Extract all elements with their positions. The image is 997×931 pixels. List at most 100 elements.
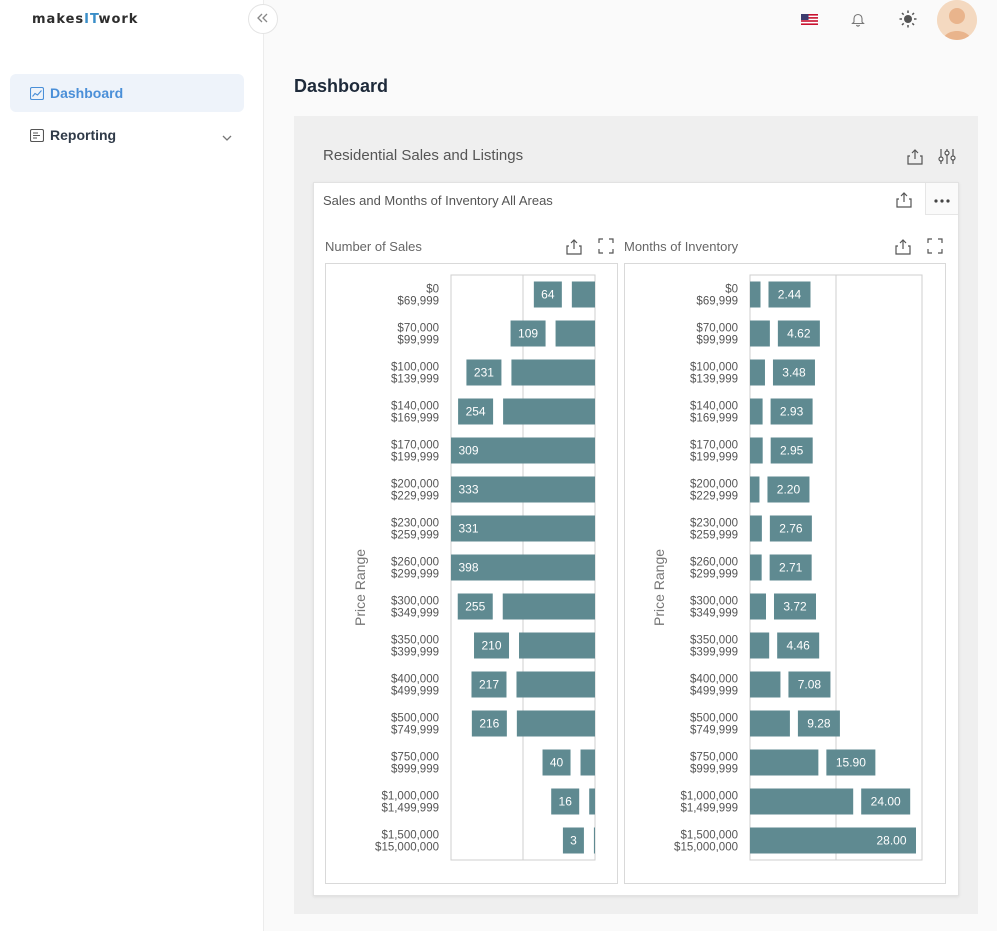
report-icon	[30, 128, 44, 142]
tick-label: $350,000	[690, 635, 738, 647]
app-logo[interactable]: makesITwork	[32, 12, 138, 27]
tick-label: $1,500,000	[680, 830, 738, 842]
data-label: 40	[550, 756, 564, 770]
sidebar-item-label: Reporting	[50, 127, 117, 143]
tick-label: $750,000	[690, 752, 738, 764]
sun-icon[interactable]	[897, 8, 919, 30]
tick-label: $349,999	[391, 608, 439, 620]
data-label-box	[451, 476, 486, 503]
bar	[750, 320, 770, 347]
data-label-box	[777, 632, 820, 659]
avatar[interactable]	[937, 0, 977, 40]
data-label: 28.00	[876, 834, 906, 848]
data-label-box	[471, 671, 507, 698]
tick-label: $260,000	[391, 557, 439, 569]
data-label: 64	[541, 288, 555, 302]
tick-label: $749,999	[391, 725, 439, 737]
tick-label: $139,999	[391, 374, 439, 386]
fullscreen-icon[interactable]	[596, 236, 616, 256]
tick-label: $0	[725, 284, 738, 296]
page-title: Dashboard	[294, 76, 389, 96]
tick-label: $69,999	[397, 296, 439, 308]
tick-label: $199,999	[690, 452, 738, 464]
tick-label: $400,000	[391, 674, 439, 686]
data-label: 3	[570, 834, 577, 848]
sidebar: makesITwork Dashboard Reporting	[0, 0, 264, 931]
tick-label: $99,999	[696, 335, 738, 347]
more-options-button[interactable]	[925, 183, 958, 215]
sidebar-item-reporting[interactable]: Reporting	[10, 116, 244, 154]
export-icon[interactable]	[564, 236, 584, 256]
data-label-box	[458, 398, 494, 425]
tick-label: $999,999	[391, 764, 439, 776]
bar	[750, 749, 819, 776]
tick-label: $1,499,999	[680, 803, 738, 815]
tick-label: $300,000	[690, 596, 738, 608]
data-label-box	[562, 827, 584, 854]
data-label-box	[474, 632, 510, 659]
tick-label: $999,999	[690, 764, 738, 776]
data-label-box	[551, 788, 580, 815]
tick-label: $229,999	[690, 491, 738, 503]
data-label: 24.00	[871, 795, 901, 809]
bar	[516, 710, 595, 737]
data-label: 16	[559, 795, 573, 809]
tick-label: $99,999	[397, 335, 439, 347]
tick-label: $15,000,000	[674, 842, 738, 854]
tick-label: $499,999	[690, 686, 738, 698]
us-flag-icon[interactable]	[798, 8, 820, 30]
export-icon[interactable]	[893, 236, 913, 256]
inventory-chart-svg: Price Range $0$69,999 2.44 $70,000$99,999 4.…	[651, 274, 923, 861]
data-label-box	[777, 320, 820, 347]
tick-label: $170,000	[690, 440, 738, 452]
data-label: 216	[479, 717, 499, 731]
tick-label: $1,499,999	[381, 803, 439, 815]
sidebar-item-dashboard[interactable]: Dashboard	[10, 74, 244, 112]
data-label-box	[770, 398, 813, 425]
chevron-down-icon[interactable]	[222, 129, 232, 145]
tick-label: $399,999	[690, 647, 738, 659]
bell-icon[interactable]	[847, 8, 869, 30]
bar	[750, 788, 854, 815]
tick-label: $15,000,000	[375, 842, 439, 854]
bar	[483, 437, 595, 464]
tick-label: $299,999	[391, 569, 439, 581]
data-label-box	[768, 281, 811, 308]
data-label-box	[542, 749, 571, 776]
fullscreen-icon[interactable]	[925, 236, 945, 256]
export-icon[interactable]	[894, 189, 914, 209]
data-label-box	[770, 437, 813, 464]
data-label: 254	[466, 405, 486, 419]
data-label-box	[471, 710, 507, 737]
bar	[593, 827, 595, 854]
data-label-box	[451, 554, 486, 581]
y-axis-title: Price Range	[651, 549, 667, 626]
tick-label: $400,000	[690, 674, 738, 686]
tick-label: $260,000	[690, 557, 738, 569]
bar	[750, 476, 760, 503]
y-axis-title: Price Range	[352, 549, 368, 626]
card-title: Sales and Months of Inventory All Areas	[323, 193, 553, 208]
filter-sliders-icon[interactable]	[937, 146, 957, 166]
bar	[750, 437, 763, 464]
data-label: 309	[458, 444, 478, 458]
tick-label: $69,999	[696, 296, 738, 308]
collapse-sidebar-button[interactable]	[248, 4, 278, 34]
tick-label: $100,000	[391, 362, 439, 374]
bar	[516, 671, 595, 698]
bar	[750, 827, 871, 854]
bar	[580, 749, 595, 776]
data-label-box	[826, 749, 876, 776]
tick-label: $1,500,000	[381, 830, 439, 842]
data-label-box	[772, 359, 815, 386]
data-label-box	[769, 554, 812, 581]
tick-label: $299,999	[690, 569, 738, 581]
data-label: 109	[518, 327, 538, 341]
data-label: 4.62	[787, 327, 811, 341]
export-icon[interactable]	[905, 146, 925, 166]
data-label: 2.95	[780, 444, 804, 458]
tick-label: $200,000	[690, 479, 738, 491]
sidebar-item-label: Dashboard	[50, 85, 124, 101]
data-label-box	[867, 827, 916, 854]
tick-label: $1,000,000	[680, 791, 738, 803]
